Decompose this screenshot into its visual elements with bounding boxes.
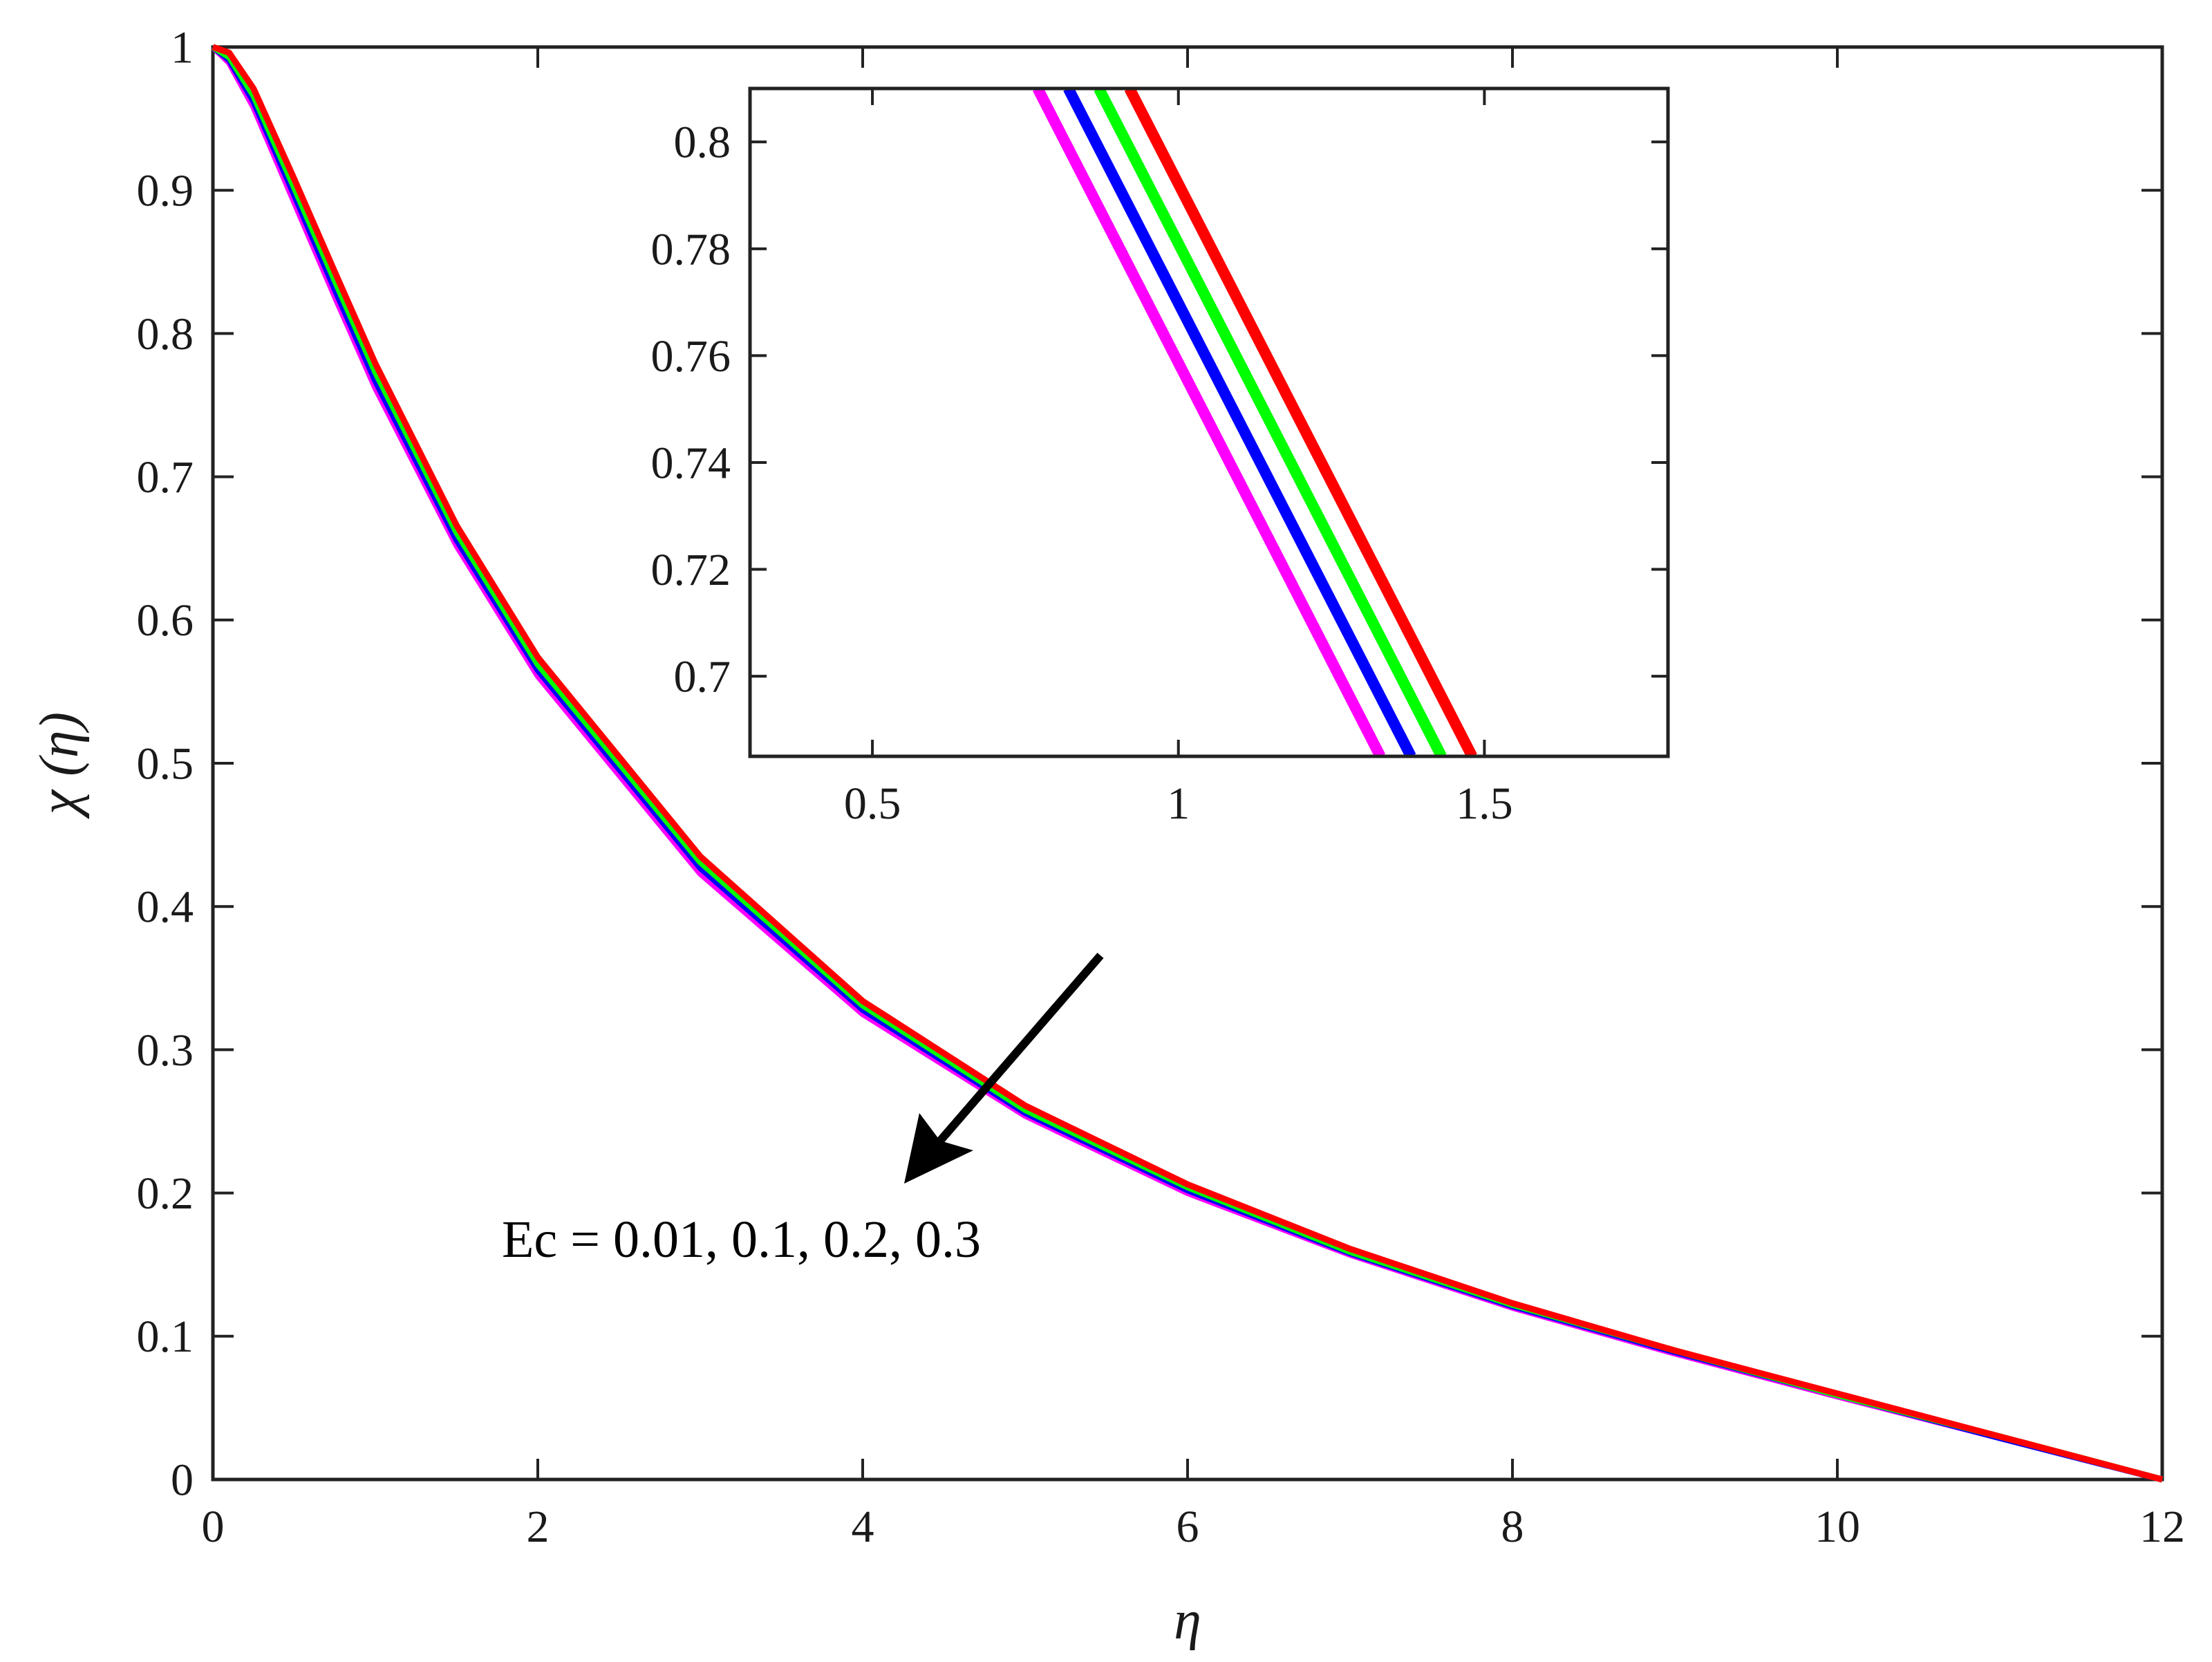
main-y-tick-label: 0.6	[137, 595, 194, 646]
inset-series-line-2	[1063, 88, 1416, 756]
inset-series-line-4	[1124, 88, 1477, 756]
main-x-tick-label: 0	[202, 1502, 225, 1552]
annotation-text: Ec = 0.01, 0.1, 0.2, 0.3	[502, 1211, 981, 1269]
main-y-tick-labels: 0 0.1 0.2 0.3 0.4 0.5 0.6 0.7 0.8 0.9 1	[137, 22, 194, 1505]
main-y-tick-label: 0.2	[137, 1168, 194, 1219]
x-axis-label: η	[1174, 1590, 1201, 1651]
main-plot: 0 2 4 6 8 10 12 00.10.20.30.40.50.60.70.80.91 …	[29, 22, 2185, 1651]
arrow-shaft	[933, 953, 1104, 1148]
main-x-tick-label: 4	[852, 1502, 874, 1552]
main-y-tick-label: 1	[171, 22, 194, 73]
main-y-tick-label: 0.5	[137, 738, 194, 789]
main-y-tick-label: 0	[171, 1455, 194, 1505]
inset-y-tick-label: 0.7	[674, 652, 731, 702]
inset-y-tick-label: 0.72	[651, 545, 731, 595]
inset-series-line-3	[1094, 88, 1447, 756]
inset-y-tick-label: 0.78	[651, 224, 731, 274]
main-x-tick-label: 12	[2139, 1502, 2185, 1552]
main-x-tick-label: 6	[1177, 1502, 1199, 1552]
inset-x-tick-label: 0.5	[844, 778, 901, 829]
inset-x-tick-label: 1	[1167, 778, 1190, 829]
main-x-tick-label: 2	[527, 1502, 550, 1552]
main-x-tick-label: 10	[1815, 1502, 1860, 1552]
main-x-tick-label: 8	[1501, 1502, 1524, 1552]
inset-y-tick-label: 0.8	[674, 118, 731, 168]
main-series-line-4	[212, 44, 2164, 1483]
inset-y-tick-label: 0.76	[651, 331, 731, 382]
inset-y-tick-label: 0.74	[651, 438, 731, 488]
inset-plot-frame	[748, 86, 1670, 758]
main-y-tick-label: 0.4	[137, 882, 194, 933]
main-series	[210, 44, 2164, 1483]
y-axis-label: χ (η)	[29, 712, 90, 819]
inset-series	[1032, 88, 1477, 756]
arrow-head	[904, 1113, 973, 1184]
main-y-tick-label: 0.9	[137, 166, 194, 216]
inset-x-tick-label: 1.5	[1456, 778, 1513, 829]
main-y-tick-label: 0.3	[137, 1025, 194, 1076]
inset-plot: 0.5 1 1.5 0.7 0.72 0.74 0.76 0.78 0.8	[651, 86, 1670, 829]
main-y-tick-label: 0.8	[137, 309, 194, 360]
main-x-tick-labels: 0 2 4 6 8 10 12	[202, 1502, 2186, 1552]
inset-ticks	[750, 88, 1668, 756]
main-y-tick-label: 0.1	[137, 1311, 194, 1362]
annotation-arrow	[904, 953, 1104, 1184]
inset-y-tick-labels: 0.7 0.72 0.74 0.76 0.78 0.8	[651, 118, 731, 702]
main-y-tick-label: 0.7	[137, 452, 194, 503]
inset-series-line-1	[1032, 88, 1386, 756]
inset-x-tick-labels: 0.5 1 1.5	[844, 778, 1513, 829]
main-ticks	[212, 46, 2164, 1481]
